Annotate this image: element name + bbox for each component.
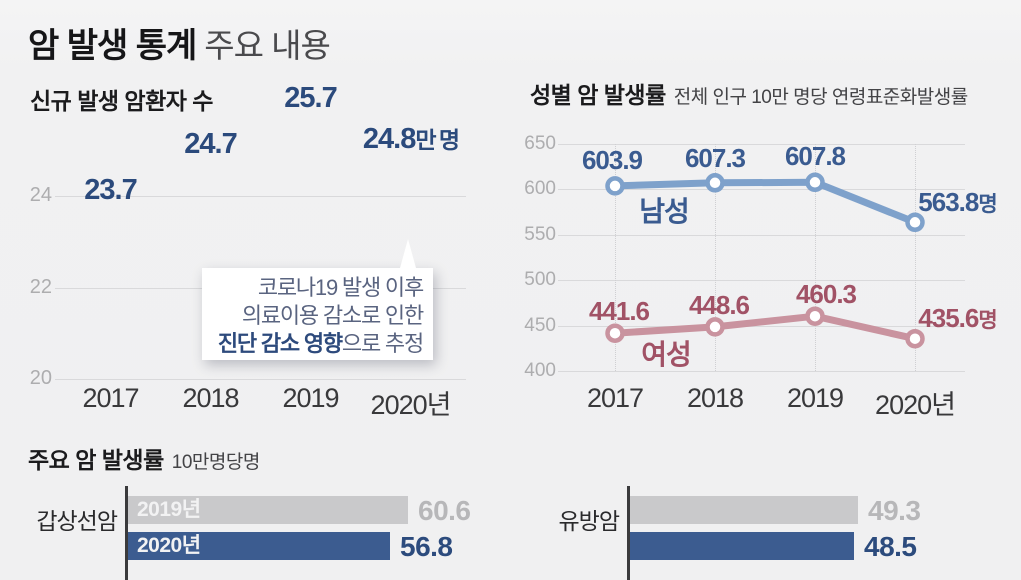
page-title-sub: 주요 내용	[204, 27, 331, 64]
line-chart-x-tick-label: 2020년	[875, 390, 956, 420]
hbar-chart-title: 주요 암 발생률 10만명당명	[28, 441, 260, 475]
bar-chart-title-text: 신규 발생 암환자 수	[30, 88, 213, 114]
line-chart-x-tick-label: 2017	[586, 383, 644, 413]
hbar-axis-line	[125, 486, 128, 580]
hbar-axis-line	[627, 486, 630, 580]
bar-value-label: 24.8만 명	[362, 123, 460, 156]
page-title-main: 암 발생 통계	[28, 27, 197, 65]
annotation-line-1: 코로나19 발생 이후	[257, 275, 424, 300]
hbar-chart-title-text: 주요 암 발생률	[28, 447, 164, 473]
bar-chart-x-tick-label: 2017	[82, 383, 139, 413]
annotation-line-2: 의료이용 감소로 인한	[241, 303, 424, 328]
hbar-value-label: 49.3	[868, 495, 921, 526]
bar-chart-y-tick-label: 24	[29, 184, 52, 206]
bar-chart-gridline	[55, 196, 466, 197]
line-chart-vertical-gridline	[815, 144, 816, 371]
hbar-갑상선암-2019년: 2019년	[128, 496, 408, 524]
hbar-value-label: 48.5	[864, 531, 917, 562]
bar-chart-y-tick-label: 20	[29, 367, 52, 389]
annotation-line-3: 진단 감소 영향으로 추정	[202, 330, 424, 358]
bar-chart-x-tick-label: 2020년	[370, 390, 452, 420]
line-chart-y-tick-label: 600	[524, 178, 556, 200]
hbar-value-label: 60.6	[418, 495, 471, 526]
hbar-category-label: 갑상선암	[36, 508, 118, 534]
bar-value-label: 25.7	[284, 82, 337, 115]
line-chart-title: 성별 암 발생률 전체 인구 10만 명당 연령표준화발생률	[530, 76, 968, 110]
hbar-갑상선암-2020년: 2020년	[128, 532, 390, 560]
series-label-여성: 여성	[641, 339, 692, 370]
hbar-series-label: 2019년	[137, 498, 201, 521]
annotation-pointer-icon	[400, 239, 416, 268]
point-value-label: 435.6명	[918, 302, 997, 333]
hbar-series-label: 2020년	[137, 534, 201, 557]
bar-chart-y-tick-label: 22	[29, 275, 52, 298]
line-chart-vertical-gridline	[715, 144, 716, 371]
annotation-callout: 코로나19 발생 이후 의료이용 감소로 인한 진단 감소 영향으로 추정	[202, 239, 433, 360]
line-chart-x-tick-label: 2018	[686, 383, 744, 413]
point-value-label: 607.3	[684, 142, 746, 173]
line-chart-y-tick-label: 550	[524, 223, 556, 245]
bar-chart-title: 신규 발생 암환자 수	[30, 82, 213, 116]
point-value-unit: 명	[978, 193, 997, 217]
hbar-chart-subtitle: 10만명당명	[171, 452, 261, 473]
annotation-line-3-rest: 으로 추정	[341, 331, 424, 356]
hbar-유방암-2020년	[630, 532, 854, 560]
series-label-남성: 남성	[639, 196, 690, 227]
point-value-unit: 명	[978, 308, 997, 332]
bar-chart-x-tick-label: 2019	[282, 383, 339, 413]
bar-value-label: 23.7	[84, 173, 137, 206]
hbar-value-label: 56.8	[400, 531, 453, 562]
point-value-label: 460.3	[795, 279, 857, 310]
bar-chart-x-tick-label: 2018	[182, 383, 239, 413]
line-chart-y-tick-label: 450	[524, 314, 556, 336]
bar-value-label: 24.7	[184, 128, 237, 160]
line-chart-y-tick-label: 650	[524, 133, 556, 154]
point-value-label: 563.8명	[918, 187, 997, 218]
line-chart-y-tick-label: 500	[524, 269, 556, 291]
bar-2017	[73, 210, 148, 379]
line-chart-title-text: 성별 암 발생률	[530, 82, 666, 108]
line-chart-gridline	[558, 280, 965, 282]
bar-chart-gridline	[55, 379, 466, 380]
annotation-line-3-bold: 진단 감소 영향	[217, 331, 343, 356]
line-chart-gridline	[558, 144, 965, 145]
line-chart-subtitle: 전체 인구 10만 명당 연령표준화발생률	[673, 87, 968, 108]
line-chart-vertical-gridline	[915, 144, 916, 371]
bar-value-unit: 만 명	[415, 127, 460, 154]
line-chart-x-tick-label: 2019	[786, 383, 844, 413]
hbar-유방암-2019년	[630, 496, 858, 524]
hbar-category-label: 유방암	[558, 508, 620, 534]
line-chart-gridline	[558, 234, 965, 236]
line-chart-vertical-gridline	[615, 144, 616, 371]
page-title: 암 발생 통계 주요 내용	[28, 18, 331, 67]
point-value-label: 603.9	[581, 144, 643, 175]
point-value-label: 607.8	[784, 141, 846, 172]
line-chart-gridline	[558, 371, 965, 372]
line-chart-y-tick-label: 400	[524, 360, 556, 381]
